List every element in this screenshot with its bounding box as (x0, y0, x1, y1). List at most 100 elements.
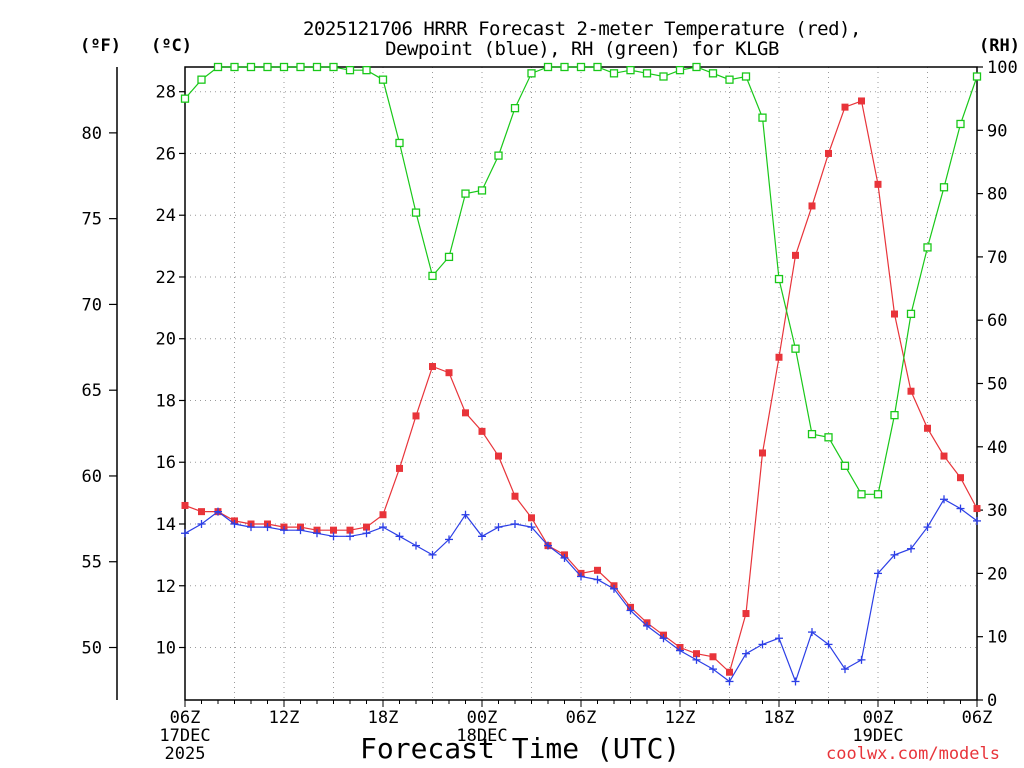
rh-point (824, 433, 833, 442)
rh-tick-label: 0 (987, 691, 997, 711)
dewpoint-point (692, 655, 701, 664)
chart-title-line-2: Dewpoint (blue), RH (green) for KLGB (385, 38, 779, 60)
dewpoint-point (874, 569, 882, 578)
celsius-tick-label: 14 (156, 515, 176, 535)
axes: 50 55 60 65 70 75 80 10 12 14 16 18 20 22 24 26 28 0 10 20 3… (82, 58, 1018, 764)
fahrenheit-tick-label: 60 (82, 467, 102, 487)
rh-point (428, 271, 437, 281)
rh-point (329, 62, 338, 72)
dewpoint-point (577, 572, 585, 581)
dewpoint-point (247, 523, 255, 532)
x-tick-label: 18Z (368, 708, 399, 728)
fahrenheit-tick-label: 55 (82, 553, 102, 573)
rh-point (180, 94, 190, 103)
dewpoint-point (973, 516, 981, 525)
rh-point (725, 75, 734, 84)
celsius-unit-label: (ºC) (151, 36, 192, 56)
x-tick-label: 00Z (863, 708, 894, 728)
rh-point (510, 103, 520, 113)
rh-point (461, 189, 470, 198)
rh-point (972, 72, 982, 81)
dewpoint-point (890, 550, 899, 559)
credit-link[interactable]: coolwx.com/models (826, 744, 1000, 764)
dewpoint-point (527, 523, 536, 532)
dewpoint-point (791, 677, 800, 686)
rh-point (213, 62, 223, 72)
temperature-point (726, 668, 733, 676)
temperature-point (511, 492, 519, 500)
temperature-point (742, 610, 750, 618)
temperature-point (528, 514, 535, 522)
rh-tick-label: 70 (987, 248, 1007, 268)
temperature-point (330, 526, 337, 534)
temperature-point (874, 180, 882, 188)
rh-point (543, 62, 553, 72)
dewpoint-point (296, 526, 305, 535)
temperature-point (379, 511, 387, 519)
rh-point (956, 119, 965, 129)
dewpoint-point (742, 649, 750, 658)
dewpoint-point (428, 550, 437, 559)
temperature-point (759, 449, 766, 457)
rh-point (296, 62, 305, 72)
temperature-point (181, 501, 189, 509)
dewpoint-point (494, 523, 503, 532)
temperature-point (924, 424, 931, 432)
dewpoint-point (461, 510, 470, 519)
rh-point (692, 62, 701, 72)
dewpoint-point (379, 523, 387, 532)
rh-point (609, 69, 619, 78)
rh-point (230, 62, 239, 72)
series-line (184, 66, 978, 495)
rh-point (923, 243, 932, 252)
rh-point (791, 344, 800, 353)
rh-point (675, 66, 685, 75)
dewpoint-point (626, 606, 635, 615)
dewpoint-point (362, 529, 371, 538)
x-tick-label: 12Z (665, 708, 696, 728)
dewpoint-point (940, 495, 948, 504)
x-tick-label: 18Z (764, 708, 795, 728)
celsius-tick-label: 28 (156, 83, 176, 103)
rh-point (939, 183, 949, 192)
temperature-point (808, 202, 816, 210)
rh-unit-label: (RH) (979, 36, 1020, 56)
rh-point (411, 208, 421, 217)
dewpoint-point (511, 519, 519, 528)
celsius-tick-label: 16 (156, 453, 176, 473)
rh-point (378, 75, 388, 84)
x-tick-label: 06Z (962, 708, 993, 728)
rh-point (890, 410, 899, 420)
celsius-tick-label: 24 (156, 206, 176, 226)
rh-tick-label: 40 (987, 438, 1007, 458)
temperature-point (973, 505, 981, 513)
rh-point (593, 62, 602, 72)
fahrenheit-tick-label: 65 (82, 381, 102, 401)
rh-point (263, 62, 272, 72)
series-layer (180, 62, 982, 686)
rh-point (444, 252, 454, 262)
temperature-point (445, 369, 453, 377)
series-2 (180, 62, 982, 499)
rh-point (527, 69, 536, 78)
rh-point (758, 113, 767, 122)
temperature-point (346, 526, 354, 534)
rh-point (312, 62, 322, 72)
temperature-point (858, 97, 865, 105)
dewpoint-point (857, 655, 866, 664)
dewpoint-point (659, 634, 668, 643)
rh-point (395, 138, 404, 148)
fahrenheit-tick-label: 50 (82, 639, 102, 659)
temperature-point (907, 387, 915, 395)
celsius-tick-label: 22 (156, 268, 176, 288)
dewpoint-point (544, 541, 552, 550)
rh-tick-label: 10 (987, 628, 1007, 648)
dewpoint-point (445, 535, 453, 544)
temperature-point (775, 353, 783, 361)
temperature-point (709, 653, 717, 661)
dewpoint-point (346, 532, 354, 541)
rh-tick-label: 30 (987, 501, 1007, 521)
dewpoint-point (907, 544, 915, 553)
dewpoint-point (824, 640, 833, 649)
